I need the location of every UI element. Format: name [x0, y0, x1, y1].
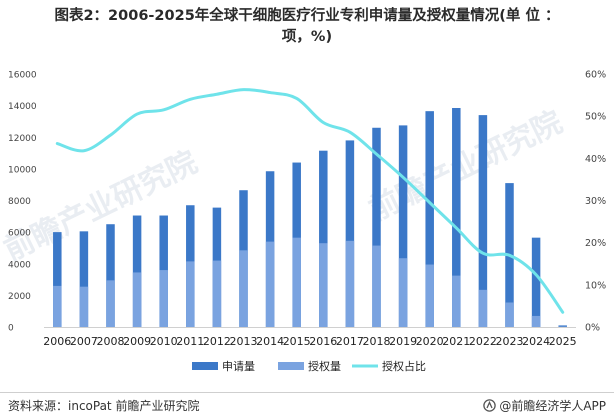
- x-axis: 2006200720082009201020112012201320142015…: [43, 335, 576, 348]
- y-left-tick-label: 10000: [8, 165, 37, 175]
- y-right-tick-label: 10%: [585, 280, 606, 291]
- bar-grant-2021: [452, 275, 461, 327]
- x-tick-label: 2011: [176, 335, 204, 348]
- footer-divider: [0, 392, 614, 393]
- bar-application-2009: [132, 215, 142, 327]
- bar-grant-2023: [505, 302, 514, 327]
- bar-grant-2019: [398, 258, 408, 327]
- bar-grant-2018: [372, 245, 381, 327]
- bar-grant-2015: [292, 237, 301, 327]
- qianzhan-logo-icon: [483, 399, 497, 412]
- bar-application-2017: [345, 140, 355, 327]
- y-axis-left: 0 2000 4000 6000 8000 10000 12000 14000 16000: [8, 71, 37, 334]
- x-tick-label: 2007: [70, 335, 98, 348]
- y-right-tick-label: 30%: [585, 196, 606, 207]
- bar-application-2008: [106, 224, 115, 327]
- bar-grant-2016: [319, 243, 328, 327]
- x-tick-label: 2016: [309, 335, 337, 348]
- x-tick-label: 2022: [469, 335, 497, 348]
- x-tick-label: 2017: [336, 335, 364, 348]
- legend-label-ratio: 授权占比: [382, 359, 426, 373]
- x-tick-label: 2018: [363, 335, 391, 348]
- bar-application-2016: [319, 150, 328, 327]
- y-left-tick-label: 2000: [8, 292, 31, 302]
- ratio-line-layer: [55, 88, 565, 314]
- legend-label-application: 申请量: [222, 360, 255, 373]
- y-left-tick-label: 6000: [8, 229, 31, 239]
- x-tick-label: 2012: [203, 335, 231, 348]
- bar-application-2021: [452, 107, 461, 327]
- watermark-text-1: 前瞻产业研究院: [364, 105, 568, 229]
- bar-grant-2009: [132, 272, 142, 327]
- legend-label-grant: 授权量: [308, 359, 341, 373]
- bar-application-2018: [372, 127, 381, 327]
- bar-grant-2024: [531, 315, 541, 327]
- chart-title: 图表2：2006-2025年全球干细胞医疗行业专利申请量及授权量情况(单 位 ：…: [0, 6, 614, 48]
- bar-grant-2014: [265, 241, 275, 327]
- x-tick-label: 2008: [97, 335, 125, 348]
- x-tick-label: 2014: [256, 335, 284, 348]
- bar-application-2024: [531, 237, 541, 327]
- x-tick-label: 2019: [389, 335, 417, 348]
- x-tick-label: 2010: [150, 335, 178, 348]
- y-left-tick-label: 8000: [8, 197, 31, 207]
- y-right-tick-label: 50%: [585, 112, 606, 123]
- x-tick-label: 2009: [123, 335, 151, 348]
- legend-swatch-grant: [278, 362, 304, 370]
- y-left-tick-label: 4000: [8, 260, 31, 270]
- y-left-tick-label: 16000: [8, 71, 37, 81]
- x-tick-label: 2015: [283, 335, 311, 348]
- brand-text: @前瞻经济学人APP: [499, 399, 606, 413]
- bar-application-2006: [53, 232, 62, 327]
- x-tick-label: 2024: [522, 335, 550, 348]
- bar-application-2022: [478, 115, 488, 327]
- brand: @前瞻经济学人APP: [483, 397, 606, 414]
- bar-grant-2022: [478, 289, 488, 327]
- bar-grant-2012: [212, 260, 222, 327]
- bar-application-2025: [558, 325, 567, 327]
- x-tick-label: 2023: [496, 335, 524, 348]
- bar-grant-2011: [186, 261, 195, 327]
- bar-grant-2007: [79, 286, 89, 327]
- bar-application-2019: [398, 125, 408, 327]
- bar-grant-2010: [159, 270, 168, 327]
- x-tick-label: 2006: [43, 335, 71, 348]
- x-tick-label: 2021: [442, 335, 470, 348]
- legend: 申请量 授权量 授权占比: [192, 359, 426, 373]
- x-tick-label: 2025: [549, 335, 577, 348]
- y-right-tick-label: 0%: [585, 323, 600, 334]
- bar-grant-2008: [106, 280, 115, 327]
- chart-canvas: 前瞻产业研究院 前瞻产业研究院 0200040006000800010000120…: [0, 70, 606, 374]
- y-left-tick-label: 0: [8, 324, 14, 334]
- bar-application-2007: [79, 231, 89, 327]
- y-right-tick-label: 20%: [585, 238, 606, 249]
- title-line-1: 图表2：2006-2025年全球干细胞医疗行业专利申请量及授权量情况(单 位 ：: [54, 8, 560, 24]
- source-note: 资料来源：incoPat 前瞻产业研究院: [8, 399, 200, 413]
- bar-grant-2017: [345, 240, 355, 327]
- title-line-2: 项，%): [281, 29, 333, 45]
- y-left-tick-label: 12000: [8, 134, 37, 144]
- bar-application-2020: [425, 111, 434, 327]
- y-right-tick-label: 60%: [585, 70, 606, 81]
- y-axis-right: 0% 10% 20% 30% 40% 50% 60%: [585, 70, 606, 334]
- legend-swatch-application: [192, 362, 218, 370]
- bar-grant-2013: [239, 250, 248, 327]
- x-tick-label: 2013: [230, 335, 258, 348]
- bar-grant-2020: [425, 264, 434, 327]
- y-right-tick-label: 40%: [585, 154, 606, 165]
- x-tick-label: 2020: [416, 335, 444, 348]
- ratio-line: [55, 88, 565, 314]
- bar-grant-2006: [53, 285, 62, 327]
- y-left-tick-label: 14000: [8, 102, 37, 112]
